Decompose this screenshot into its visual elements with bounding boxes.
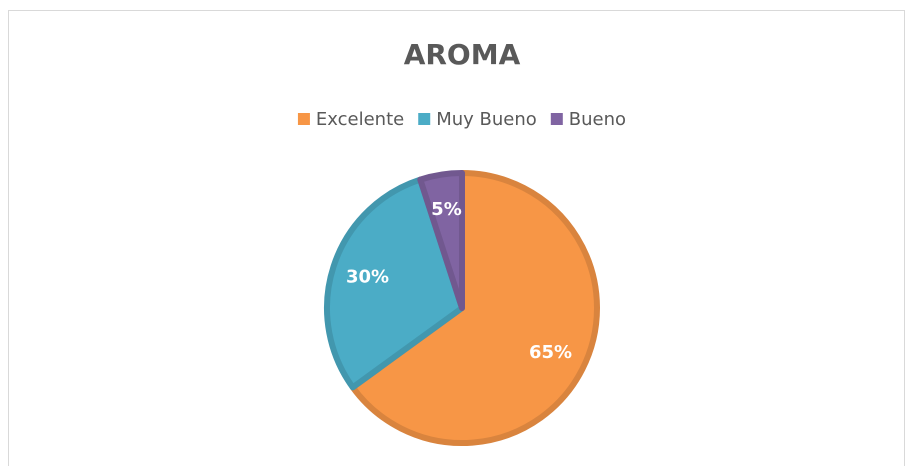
pie-slice <box>417 170 465 311</box>
data-label: 30% <box>346 266 389 287</box>
legend-swatch <box>418 113 431 125</box>
chart-title: AROMA <box>404 38 521 71</box>
legend-label: Bueno <box>569 109 626 130</box>
legend-swatch <box>297 113 310 125</box>
legend-label: Excelente <box>316 109 404 130</box>
legend-swatch <box>550 113 563 125</box>
legend-label: Muy Bueno <box>436 109 537 130</box>
data-label: 65% <box>529 342 572 363</box>
pie-slice <box>349 170 600 446</box>
pie-slice <box>324 176 465 391</box>
data-label: 5% <box>431 199 462 220</box>
